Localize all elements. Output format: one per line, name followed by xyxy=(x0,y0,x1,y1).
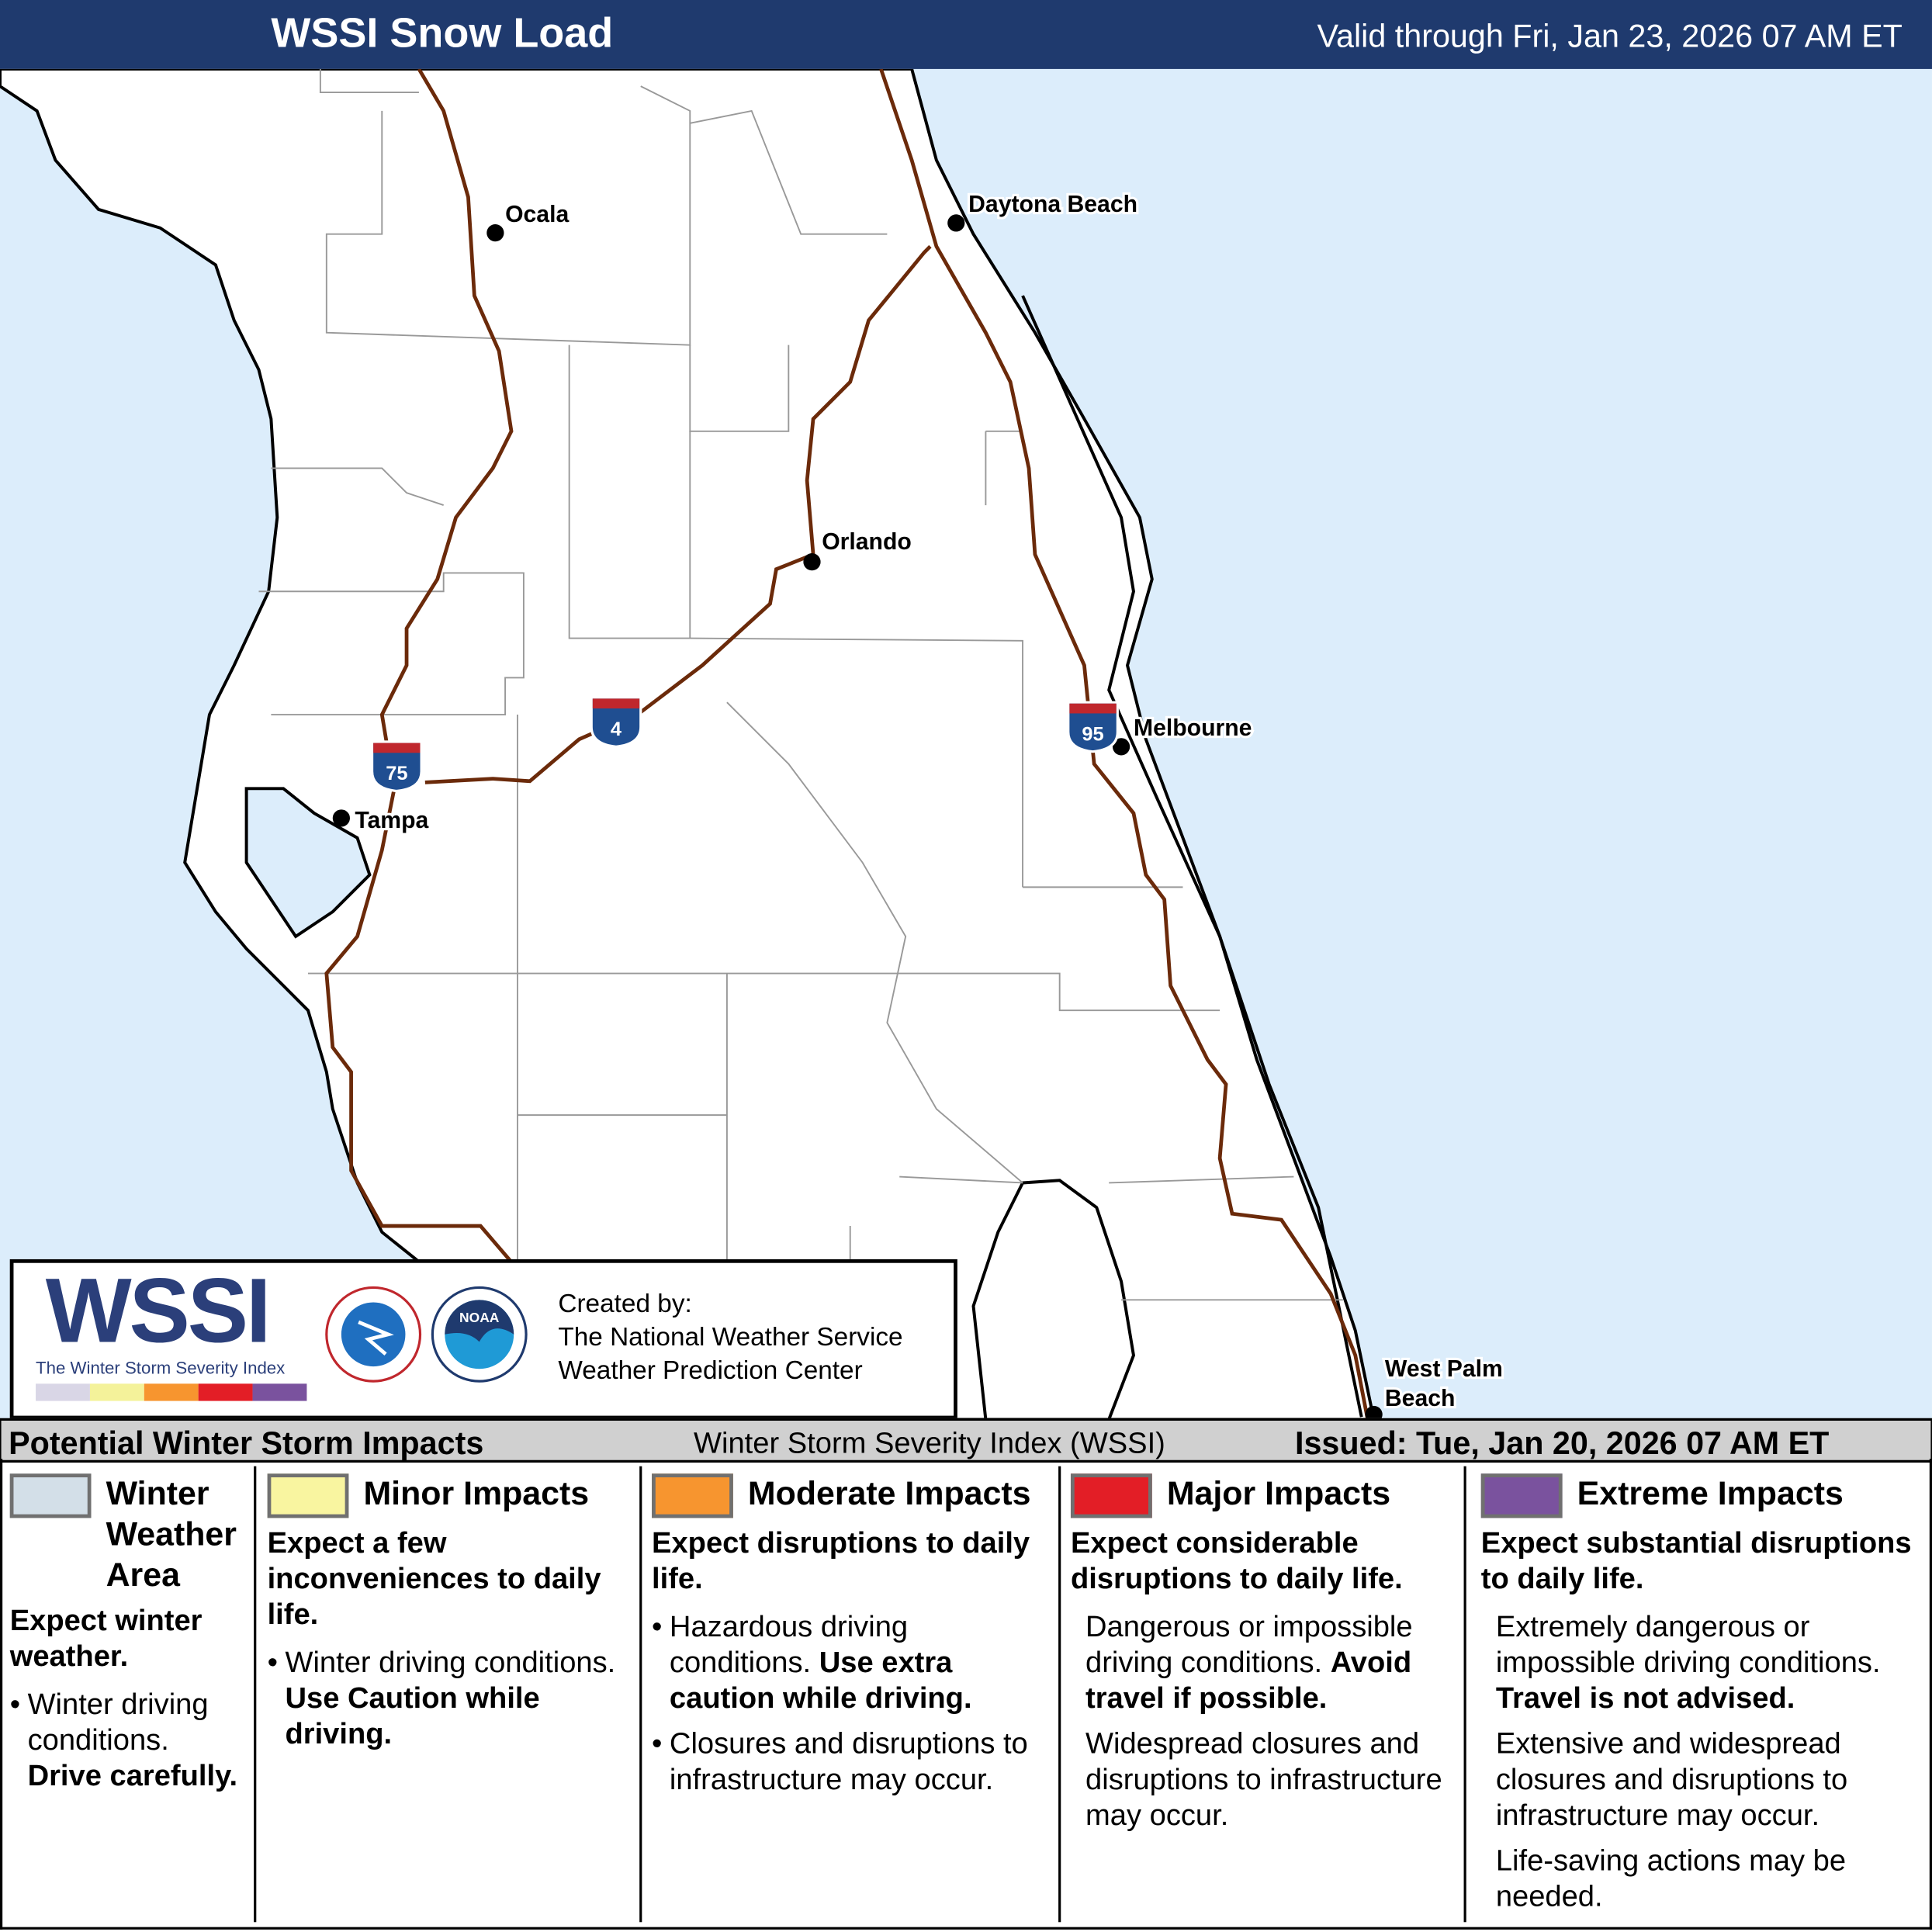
swatch-major xyxy=(1070,1473,1152,1518)
category-detail: • Hazardous driving conditions. Use extra… xyxy=(652,1610,972,1716)
scale-bar-3 xyxy=(144,1383,199,1401)
category-detail-2: Widespread closures and disruptions to i… xyxy=(1085,1727,1442,1833)
category-headline: Expect a few inconveniences to daily lif… xyxy=(267,1526,601,1632)
city-label-ocala: Ocala xyxy=(505,202,569,227)
svg-text:75: 75 xyxy=(386,763,407,784)
legend-winter-weather-area: Winter Weather Area Expect winter weather.… xyxy=(9,1473,249,1804)
legend-minor-impacts: Minor Impacts Expect a few inconvenience… xyxy=(267,1473,635,1762)
scale-bar-2 xyxy=(89,1383,144,1401)
category-title: Minor Impacts xyxy=(363,1474,590,1512)
category-detail: Dangerous or impossible driving conditio… xyxy=(1085,1610,1413,1716)
swatch-winter xyxy=(9,1473,92,1518)
city-dot-melbourne xyxy=(1112,738,1130,756)
legend-extreme-impacts: Extreme Impacts Expect substantial disru… xyxy=(1480,1473,1925,1924)
org-nws: The National Weather Service xyxy=(558,1323,903,1352)
category-headline: Expect winter weather. xyxy=(9,1604,203,1674)
legend-title: Potential Winter Storm Impacts xyxy=(9,1424,484,1462)
city-dot-tampa xyxy=(332,809,350,827)
created-by: Created by: The National Weather Service… xyxy=(558,1287,902,1387)
city-label-melbourne: Melbourne xyxy=(1134,715,1252,741)
category-detail: • Winter driving conditions. Use Caution … xyxy=(267,1646,616,1751)
category-title: Moderate Impacts xyxy=(747,1474,1031,1512)
swatch-minor xyxy=(267,1473,349,1518)
scale-bar-4 xyxy=(198,1383,253,1401)
legend-major-impacts: Major Impacts Expect considerable disrup… xyxy=(1070,1473,1460,1843)
divider xyxy=(639,1466,642,1923)
svg-text:95: 95 xyxy=(1082,723,1103,745)
wssi-subtitle: The Winter Storm Severity Index xyxy=(36,1357,286,1378)
map: Ocala Daytona Beach Orlando Melbourne Ta… xyxy=(0,68,1932,1420)
interstate-4-shield: 4 xyxy=(590,696,642,748)
interstate-75-shield: 75 xyxy=(370,740,423,793)
interstate-95-shield: 95 xyxy=(1067,701,1119,753)
org-wpc: Weather Prediction Center xyxy=(558,1356,863,1385)
logo-box: WSSI The Winter Storm Severity Index NOA… xyxy=(9,1259,957,1420)
legend-title-bar: Potential Winter Storm Impacts Winter St… xyxy=(0,1418,1932,1463)
category-detail: • Winter driving conditions. Drive carefu… xyxy=(9,1688,238,1793)
scale-bar-5 xyxy=(252,1383,307,1401)
city-label-tampa: Tampa xyxy=(355,808,428,833)
barrier-island-line xyxy=(1021,295,1363,1418)
category-title: Extreme Impacts xyxy=(1577,1474,1844,1512)
svg-text:4: 4 xyxy=(611,718,621,740)
category-detail-3: Life-saving actions may be needed. xyxy=(1495,1844,1847,1914)
city-dot-west-palm xyxy=(1365,1405,1383,1420)
category-title: Major Impacts xyxy=(1166,1474,1391,1512)
issued-time: Issued: Tue, Jan 20, 2026 07 AM ET xyxy=(1294,1424,1830,1462)
city-label-beach: Beach xyxy=(1385,1386,1456,1411)
category-detail: Extremely dangerous or impossible drivin… xyxy=(1495,1610,1881,1716)
legend-moderate-impacts: Moderate Impacts Expect disruptions to d… xyxy=(652,1473,1054,1807)
created-by-label: Created by: xyxy=(558,1290,692,1319)
svg-text:NOAA: NOAA xyxy=(459,1310,500,1325)
city-dots xyxy=(332,214,1383,1420)
tampa-bay xyxy=(244,787,372,939)
scale-bar-1 xyxy=(36,1383,90,1401)
legend-index-name: Winter Storm Severity Index (WSSI) xyxy=(694,1426,1165,1460)
city-dot-daytona xyxy=(947,214,965,232)
divider xyxy=(1058,1466,1061,1923)
category-headline: Expect substantial disruptions to daily … xyxy=(1480,1526,1912,1596)
swatch-moderate xyxy=(652,1473,733,1518)
interstate-roads xyxy=(324,68,1370,1420)
city-dot-orlando xyxy=(803,553,821,571)
map-title: WSSI Snow Load xyxy=(271,9,614,57)
category-headline: Expect disruptions to daily life. xyxy=(652,1526,1030,1596)
city-dot-ocala xyxy=(486,224,504,242)
divider xyxy=(1463,1466,1466,1923)
city-label-orlando: Orlando xyxy=(822,529,912,555)
legend-frame xyxy=(0,1459,1932,1930)
wssi-logo: WSSI xyxy=(45,1259,272,1362)
nws-logo-icon xyxy=(325,1286,422,1383)
divider xyxy=(254,1466,257,1923)
swatch-extreme xyxy=(1480,1473,1563,1518)
category-title: Winter Weather Area xyxy=(106,1474,237,1594)
category-detail-2: Extensive and widespread closures and di… xyxy=(1495,1727,1848,1833)
category-headline: Expect considerable disruptions to daily… xyxy=(1070,1526,1403,1596)
lake-okeechobee xyxy=(971,1179,1136,1420)
category-detail-2: • Closures and disruptions to infrastruct… xyxy=(652,1727,1028,1797)
header-bar: WSSI Snow Load Valid through Fri, Jan 23… xyxy=(0,0,1932,69)
noaa-logo-icon: NOAA xyxy=(431,1286,528,1383)
valid-time: Valid through Fri, Jan 23, 2026 07 AM ET xyxy=(1317,17,1903,54)
city-label-west-palm: West Palm xyxy=(1385,1356,1503,1382)
city-label-daytona: Daytona Beach xyxy=(968,192,1137,217)
